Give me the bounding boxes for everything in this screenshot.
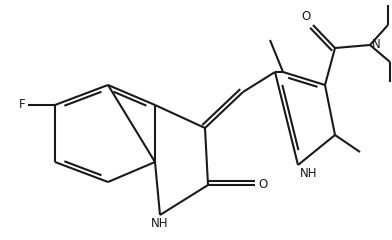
Text: O: O	[258, 179, 267, 192]
Text: O: O	[302, 10, 311, 23]
Text: N: N	[372, 38, 381, 52]
Text: NH: NH	[151, 217, 169, 230]
Text: NH: NH	[300, 167, 318, 180]
Text: F: F	[19, 98, 26, 112]
